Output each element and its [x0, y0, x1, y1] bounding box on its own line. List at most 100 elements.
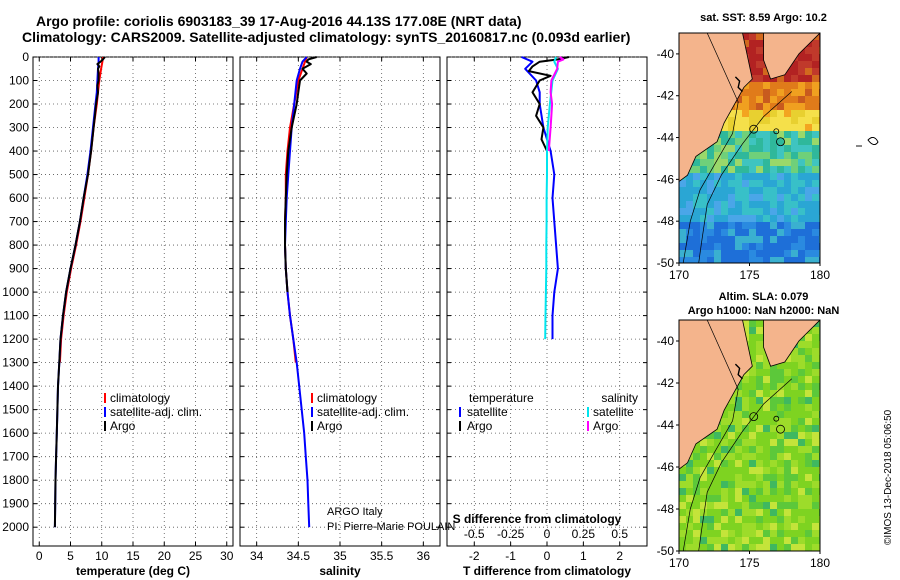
map-lat-label: -48: [657, 214, 675, 228]
x-tick-label: 36: [417, 549, 431, 563]
map-lon-label: 175: [739, 556, 759, 570]
timestamp-stamp: ©IMOS 13-Dec-2018 05:06:50: [883, 409, 894, 545]
x-tick-label: 2: [616, 549, 623, 563]
depth-tick-label: 400: [9, 144, 29, 158]
depth-tick-label: 500: [9, 168, 29, 182]
x-tick-label: -1: [505, 549, 516, 563]
map-lon-label: 175: [739, 268, 759, 282]
panel-salinity: 34 34.5 35 35.5 36 salinity climatologysatelli…: [239, 56, 441, 578]
x-tick-label: 30: [220, 549, 234, 563]
depth-tick-label: 1700: [2, 450, 29, 464]
land-mass: [763, 33, 820, 80]
legend-label: Argo: [593, 419, 619, 433]
legend-label: Argo: [467, 419, 493, 433]
legend-label: satellite-adj. clim.: [110, 405, 202, 419]
argo-track: [734, 363, 743, 380]
series-line-t-argo: [527, 56, 570, 152]
depth-tick-label: 1600: [2, 426, 29, 440]
depth-tick-label: 100: [9, 74, 29, 88]
depth-tick-label: 0: [22, 50, 29, 64]
x-tick-label: 35.5: [370, 549, 394, 563]
map-lat-label: -40: [657, 334, 675, 348]
land-mass: [679, 320, 753, 470]
legend-label: climatology: [110, 391, 170, 405]
map-lat-label: -46: [657, 460, 675, 474]
s-tick-label: 0.25: [572, 527, 596, 541]
s-tick-label: 0: [544, 527, 551, 541]
depth-tick-label: 1300: [2, 356, 29, 370]
island-contour: [749, 124, 759, 134]
depth-tick-label: 900: [9, 262, 29, 276]
series-line-t-satellite: [521, 56, 559, 340]
depth-tick-label: 1500: [2, 403, 29, 417]
series-line-s-argo: [547, 56, 565, 152]
panel-difference: -2 -1 0 1 2T difference from climatology -0.5…: [446, 56, 648, 578]
depth-tick-label: 1800: [2, 473, 29, 487]
sst-map-title: sat. SST: 8.59 Argo: 10.2: [700, 12, 827, 24]
x-axis-label: temperature (deg C): [76, 564, 190, 578]
depth-tick-label: 1900: [2, 497, 29, 511]
map-lat-label: -42: [657, 89, 675, 103]
legend-label: satellite: [467, 405, 508, 419]
depth-tick-label: 200: [9, 97, 29, 111]
map-lon-label: 180: [810, 556, 830, 570]
contour-line: [682, 320, 739, 551]
credit-org: ARGO Italy: [327, 506, 383, 518]
s-tick-label: 0.5: [611, 527, 628, 541]
x-axis-label: salinity: [319, 564, 361, 578]
map-lat-label: -44: [657, 418, 675, 432]
x-tick-label: 20: [158, 549, 172, 563]
island-contour: [776, 137, 785, 147]
legend-label: Argo: [317, 419, 343, 433]
map-lat-label: -42: [657, 376, 675, 390]
contour-line: [698, 378, 793, 551]
island-contour: [773, 415, 780, 422]
map-lat-label: -40: [657, 47, 675, 61]
title-line-1: Argo profile: coriolis 6903183_39 17-Aug…: [36, 13, 522, 29]
title-line-2: Climatology: CARS2009. Satellite-adjuste…: [22, 29, 631, 45]
x-tick-label: 25: [189, 549, 203, 563]
depth-tick-label: 1400: [2, 379, 29, 393]
depth-tick-label: 700: [9, 215, 29, 229]
land-mass: [679, 33, 753, 182]
depth-tick-label: 2000: [2, 520, 29, 534]
x-tick-label: 34.5: [287, 549, 311, 563]
sla-map-title-2: Argo h1000: NaN h2000: NaN: [687, 305, 840, 317]
legend-title-salinity: salinity: [601, 391, 638, 405]
legend-title-temperature: temperature: [469, 391, 534, 405]
legend-label: Argo: [110, 419, 136, 433]
legend-label: satellite: [593, 405, 634, 419]
legend-label: satellite-adj. clim.: [317, 405, 409, 419]
x-tick-label: 34: [250, 549, 264, 563]
series-line-argo: [284, 56, 317, 293]
depth-tick-label: 1100: [3, 309, 29, 323]
legend-label: climatology: [317, 391, 377, 405]
depth-tick-label: 1200: [2, 332, 29, 346]
island-contour: [749, 412, 759, 422]
island-contour: [773, 128, 780, 135]
map-lat-label: -48: [657, 502, 675, 516]
land-mass: [763, 320, 820, 367]
argo-track: [734, 76, 743, 93]
x-axis-label: T difference from climatology: [463, 564, 631, 578]
series-line-argo: [53, 56, 106, 528]
map-lon-label: 180: [810, 268, 830, 282]
x-tick-label: 5: [67, 549, 74, 563]
s-tick-label: -0.5: [464, 527, 485, 541]
island-contour: [776, 424, 785, 434]
x-tick-label: 10: [95, 549, 109, 563]
s-tick-label: -0.25: [497, 527, 525, 541]
depth-tick-label: 1000: [2, 285, 29, 299]
x-tick-label: 0: [36, 549, 43, 563]
depth-tick-label: 600: [9, 191, 29, 205]
x-tick-label: 0: [544, 549, 551, 563]
map-lat-label: -50: [657, 256, 675, 270]
map-lat-label: -50: [657, 544, 675, 558]
contour-line: [682, 33, 739, 263]
x-tick-label: 35: [333, 549, 347, 563]
sla-map-title-1: Altim. SLA: 0.079: [718, 291, 809, 303]
map-lat-label: -46: [657, 172, 675, 186]
